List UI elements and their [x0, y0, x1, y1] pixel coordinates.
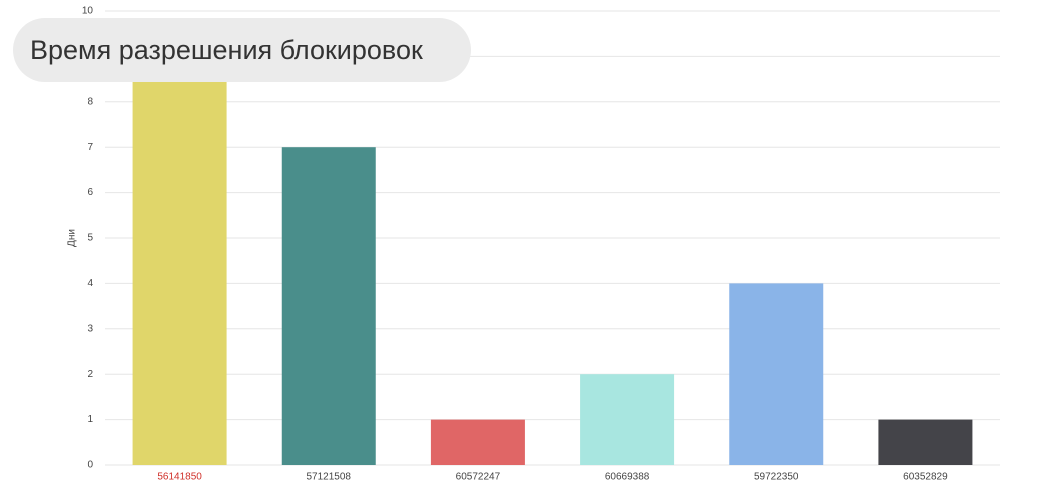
- x-tick-label: 56141850: [157, 472, 202, 483]
- y-axis-label: Дни: [67, 229, 78, 247]
- x-tick-label: 60669388: [605, 472, 650, 483]
- y-tick-label: 8: [87, 96, 93, 107]
- y-tick-label: 5: [87, 233, 93, 244]
- bar: [281, 147, 376, 465]
- y-tick-label: 1: [87, 414, 93, 425]
- y-tick-label: 0: [87, 460, 93, 471]
- bar: [430, 419, 525, 465]
- x-tick-label: 57121508: [307, 472, 352, 483]
- y-tick-label: 4: [87, 278, 93, 289]
- x-tick-label: 60352829: [903, 472, 948, 483]
- y-tick-label: 10: [82, 6, 94, 17]
- x-tick-label: 59722350: [754, 472, 799, 483]
- bar: [132, 56, 227, 466]
- y-tick-label: 3: [87, 323, 93, 334]
- bar: [580, 374, 675, 465]
- y-tick-label: 7: [87, 142, 93, 153]
- chart-title: Время разрешения блокировок: [13, 18, 471, 82]
- y-tick-label: 6: [87, 187, 93, 198]
- bar: [729, 283, 824, 465]
- y-tick-label: 2: [87, 369, 93, 380]
- bar: [878, 419, 973, 465]
- x-tick-label: 60572247: [456, 472, 501, 483]
